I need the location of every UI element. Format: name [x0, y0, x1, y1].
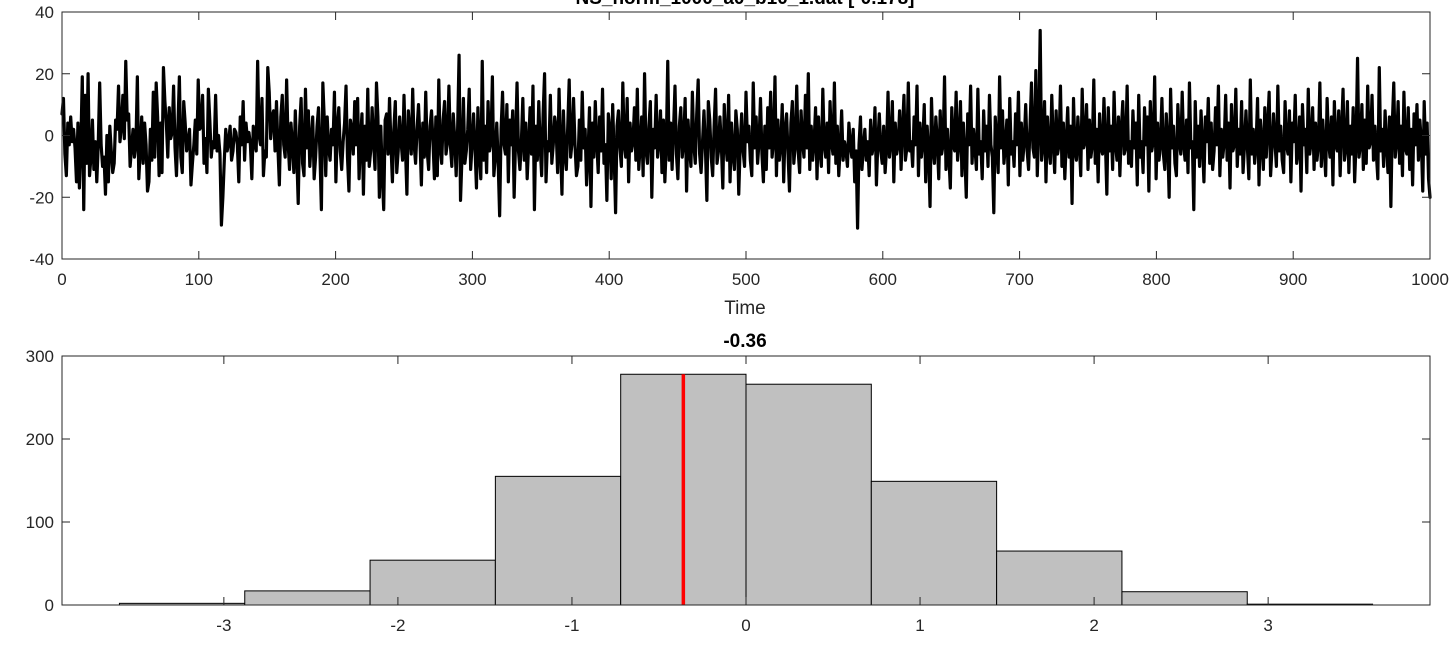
y-tick-label: 0 [45, 596, 54, 615]
time-series-plot: NS_norm_1000_a0_b10_1.dat [-0.178] 0 100 2… [29, 0, 1448, 319]
histogram-marks [61, 355, 1431, 606]
x-tick-label: 100 [185, 270, 213, 289]
y-tick-label: 40 [35, 3, 54, 22]
x-tick-label: 0 [741, 616, 750, 635]
histogram-plot: -0.36 -3 -2 -1 0 1 2 3 0 100 200 300 [26, 331, 1431, 635]
x-tick-label: 1 [915, 616, 924, 635]
histogram-title: -0.36 [723, 331, 766, 352]
histogram-ticks: -3 -2 -1 0 1 2 3 0 100 200 300 [26, 347, 1430, 635]
time-series-ticks: 0 100 200 300 400 500 600 700 800 900 1000 -40 -20 0 2… [29, 3, 1448, 289]
histogram-bar [870, 480, 998, 606]
histogram-bar [369, 559, 496, 606]
histogram-bar [1121, 591, 1248, 606]
x-tick-label: 300 [458, 270, 486, 289]
x-tick-label: 800 [1142, 270, 1170, 289]
x-tick-label: 3 [1263, 616, 1272, 635]
y-tick-label: 300 [26, 347, 54, 366]
x-tick-label: -1 [564, 616, 579, 635]
histogram-bar [244, 590, 371, 606]
y-tick-label: 20 [35, 65, 54, 84]
histogram-bar [996, 550, 1123, 606]
time-series-line [60, 28, 1432, 230]
x-tick-label: 900 [1279, 270, 1307, 289]
x-tick-label: 200 [321, 270, 349, 289]
x-tick-label: 400 [595, 270, 623, 289]
y-tick-label: 100 [26, 513, 54, 532]
x-tick-label: 1000 [1411, 270, 1449, 289]
time-series-title: NS_norm_1000_a0_b10_1.dat [-0.178] [575, 0, 914, 9]
x-tick-label: -3 [216, 616, 231, 635]
time-series-x-label: Time [724, 298, 766, 319]
x-tick-label: 2 [1089, 616, 1098, 635]
time-series-marks [60, 11, 1432, 260]
y-tick-label: 200 [26, 430, 54, 449]
y-tick-label: -40 [29, 250, 54, 269]
histogram-bar [494, 475, 622, 606]
x-tick-label: 0 [57, 270, 66, 289]
x-tick-label: 700 [1005, 270, 1033, 289]
histogram-bar [745, 383, 872, 606]
y-tick-label: -20 [29, 188, 54, 207]
x-tick-label: 600 [869, 270, 897, 289]
x-tick-label: 500 [732, 270, 760, 289]
x-tick-label: -2 [390, 616, 405, 635]
y-tick-label: 0 [45, 127, 54, 146]
